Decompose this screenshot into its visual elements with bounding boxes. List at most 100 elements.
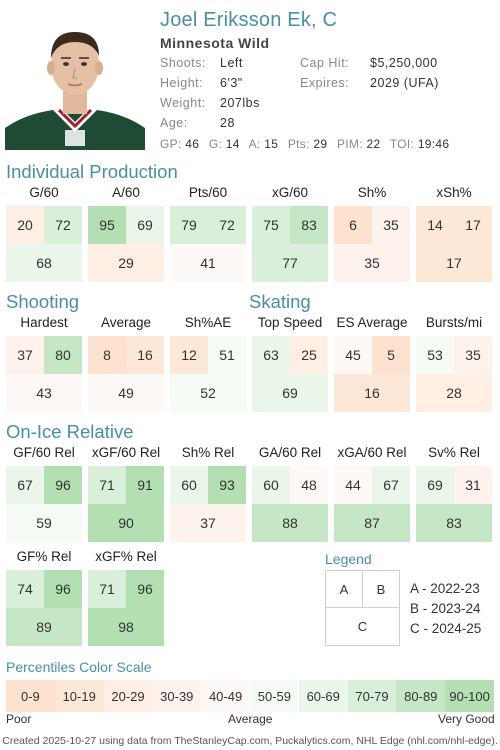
metric-label-xga-60-rel: xGA/60 Rel [337,445,407,460]
metric-cell-gf-rel-b: 96 [44,570,82,608]
metric-cell-xgf-60-rel-a: 71 [88,466,126,504]
metric-cell-gf-rel-c: 89 [6,608,82,646]
shooting-title: Shooting [6,291,80,312]
metric-cell-xga-60-rel-a: 44 [334,466,372,504]
shoots-value: Left [220,56,243,70]
scale-bin-20-29: 20-29 [103,680,153,712]
metric-cell-average-a: 8 [88,336,126,374]
metric-cell-ga-60-rel-b: 48 [290,466,328,504]
metric-cell-pts-60-a: 79 [170,206,208,244]
assists-label: A: [248,137,261,151]
metric-cell-sh-c: 35 [334,244,410,282]
metric-cell-average-c: 49 [88,374,164,412]
metric-cell-xga-60-rel-c: 87 [334,504,410,542]
metric-label-a-60: A/60 [112,185,140,200]
cap-hit-value: $5,250,000 [370,56,438,70]
metric-cell-sv-rel-b: 31 [454,466,492,504]
metric-label-xgf-rel: xGF% Rel [95,549,157,564]
color-scale-title: Percentiles Color Scale [6,659,152,675]
goals-label: G: [208,137,223,151]
metric-cell-hardest-a: 37 [6,336,44,374]
metric-cell-a-60-c: 29 [88,244,164,282]
player-team: Minnesota Wild [160,35,270,51]
goals-value: 14 [225,137,240,151]
pim-value: 22 [366,137,381,151]
metric-cell-average-b: 16 [126,336,164,374]
player-headshot [5,10,145,150]
metric-cell-sh-ae-a: 12 [170,336,208,374]
metric-cell-es-average-b: 5 [372,336,410,374]
metric-cell-xgf-60-rel-c: 90 [88,504,164,542]
scale-bin-30-39: 30-39 [152,680,202,712]
metric-cell-xsh-c: 17 [416,244,492,282]
gp-label: GP: [160,137,182,151]
season-statline: GP: 46 G: 14 A: 15 Pts: 29 PIM: 22 TOI: … [160,137,455,151]
metric-label-es-average: ES Average [336,315,408,330]
expires-value: 2029 (UFA) [370,76,439,90]
metric-label-average: Average [100,315,152,330]
scale-bin-70-79: 70-79 [347,680,397,712]
metric-cell-a-60-b: 69 [126,206,164,244]
metric-label-pts-60: Pts/60 [188,185,228,200]
metric-cell-top-speed-c: 69 [252,374,328,412]
metric-label-sv-rel: Sv% Rel [428,445,480,460]
shoots-label: Shoots: [160,56,206,70]
cap-hit-label: Cap Hit: [300,56,350,70]
assists-value: 15 [264,137,279,151]
metric-cell-sh-rel-c: 37 [170,504,246,542]
weight-value: 207lbs [220,96,260,110]
production-title: Individual Production [6,161,178,182]
metric-cell-gf-60-rel-c: 59 [6,504,82,542]
metric-cell-xsh-a: 14 [416,206,454,244]
metric-cell-bursts-mi-a: 53 [416,336,454,374]
legend-item-a: A - 2022-23 [410,581,480,596]
scale-low-label: Poor [6,712,32,726]
metric-cell-g-60-c: 68 [6,244,82,282]
metric-label-bursts-mi: Bursts/mi [425,315,483,330]
metric-label-xsh: xSh% [436,185,472,200]
toi-value: 19:46 [417,137,450,151]
metric-label-g-60: G/60 [29,185,59,200]
metric-cell-sh-a: 6 [334,206,372,244]
metric-cell-xsh-b: 17 [454,206,492,244]
metric-cell-hardest-c: 43 [6,374,82,412]
scale-bin-90-100: 90-100 [445,680,494,712]
metric-cell-sh-ae-b: 51 [208,336,246,374]
scale-bin-50-59: 50-59 [250,680,299,712]
pim-label: PIM: [336,137,363,151]
legend-box-b: B [362,570,400,608]
metric-cell-xga-60-rel-b: 67 [372,466,410,504]
scale-bin-60-69: 60-69 [298,680,348,712]
toi-label: TOI: [389,137,415,151]
onice-title: On-Ice Relative [6,421,134,442]
points-label: Pts: [287,137,310,151]
metric-label-xg-60: xG/60 [271,185,309,200]
metric-cell-xgf-60-rel-b: 91 [126,466,164,504]
metric-cell-xg-60-b: 83 [290,206,328,244]
scale-mid-label: Average [228,712,273,726]
metric-cell-xgf-rel-b: 96 [126,570,164,608]
metric-cell-gf-rel-a: 74 [6,570,44,608]
age-label: Age: [160,116,188,130]
metric-cell-pts-60-b: 72 [208,206,246,244]
metric-cell-es-average-c: 16 [334,374,410,412]
metric-cell-xg-60-a: 75 [252,206,290,244]
player-name: Joel Eriksson Ek, C [160,9,338,31]
weight-label: Weight: [160,96,206,110]
gp-value: 46 [185,137,200,151]
skating-title: Skating [249,291,311,312]
metric-cell-sv-rel-a: 69 [416,466,454,504]
legend-item-b: B - 2023-24 [410,601,481,616]
expires-label: Expires: [300,76,350,90]
metric-cell-xg-60-c: 77 [252,244,328,282]
metric-label-hardest: Hardest [20,315,68,330]
metric-cell-a-60-a: 95 [88,206,126,244]
legend-title: Legend [325,551,372,567]
legend-box-a: A [325,570,363,608]
metric-cell-es-average-a: 45 [334,336,372,374]
metric-cell-bursts-mi-c: 28 [416,374,492,412]
metric-cell-g-60-a: 20 [6,206,44,244]
metric-cell-xgf-rel-c: 98 [88,608,164,646]
height-value: 6'3" [220,76,243,90]
scale-bin-10-19: 10-19 [54,680,104,712]
